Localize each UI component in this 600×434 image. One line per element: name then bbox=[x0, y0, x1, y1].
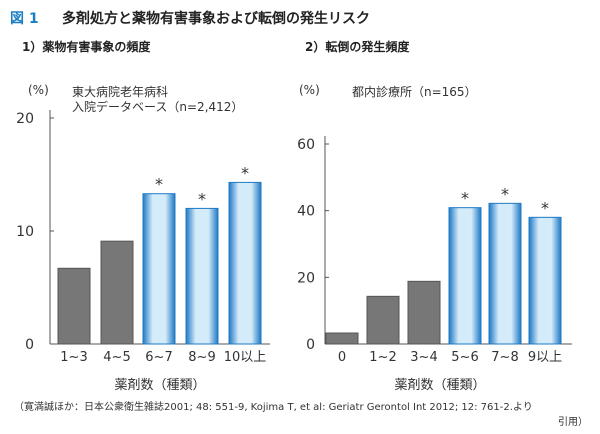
x-tick-label: 6~7 bbox=[145, 350, 172, 365]
x-tick-label: 4~5 bbox=[103, 350, 130, 365]
x-tick-label: 5~6 bbox=[451, 350, 478, 365]
y-unit-label: (%) bbox=[299, 83, 320, 97]
x-tick-label: 3~4 bbox=[410, 350, 437, 365]
y-tick-label: 0 bbox=[306, 337, 315, 353]
source-line-2: 引用） bbox=[558, 417, 588, 428]
source-citation: （寛満誠ほか：日本公衆衛生雑誌2001; 48: 551-9, Kojima T… bbox=[14, 400, 588, 430]
x-axis-label: 薬剤数（種類） bbox=[114, 377, 205, 393]
chart-annotation: 東大病院老年病科 bbox=[72, 84, 168, 99]
x-tick-label: 10以上 bbox=[224, 350, 267, 365]
bar bbox=[366, 295, 400, 345]
bar bbox=[528, 216, 562, 345]
bar bbox=[448, 207, 482, 345]
bar bbox=[100, 240, 134, 345]
significance-marker: * bbox=[541, 198, 549, 217]
y-tick-label: 20 bbox=[297, 270, 315, 286]
figure-label: 図 1 bbox=[10, 11, 39, 27]
x-tick-label: 1~2 bbox=[369, 350, 396, 365]
significance-marker: * bbox=[501, 184, 509, 203]
y-tick-label: 20 bbox=[16, 111, 34, 127]
significance-marker: * bbox=[155, 175, 163, 194]
bar bbox=[57, 267, 91, 345]
y-unit-label: (%) bbox=[28, 83, 49, 97]
chart-annotation: 都内診療所（n=165） bbox=[352, 84, 477, 99]
x-tick-label: 1~3 bbox=[60, 350, 87, 365]
chart2-subtitle: 2）転倒の発生頻度 bbox=[305, 40, 410, 54]
bar bbox=[488, 202, 522, 345]
bar bbox=[185, 207, 219, 345]
chart1-subtitle: 1）薬物有害事象の頻度 bbox=[22, 40, 151, 54]
y-tick-label: 60 bbox=[297, 137, 315, 153]
chart-annotation: 入院データベース（n=2,412） bbox=[72, 99, 243, 114]
y-tick-label: 40 bbox=[297, 204, 315, 220]
bar bbox=[228, 181, 262, 345]
x-axis-label: 薬剤数（種類） bbox=[394, 377, 485, 393]
significance-marker: * bbox=[241, 163, 249, 182]
bar bbox=[142, 193, 176, 345]
x-tick-label: 0 bbox=[338, 350, 346, 365]
x-tick-label: 7~8 bbox=[491, 350, 518, 365]
bar bbox=[325, 332, 359, 345]
x-tick-label: 8~9 bbox=[188, 350, 215, 365]
figure-title: 多剤処方と薬物有害事象および転倒の発生リスク bbox=[62, 11, 370, 27]
source-line-1: （寛満誠ほか：日本公衆衛生雑誌2001; 48: 551-9, Kojima T… bbox=[14, 402, 533, 413]
significance-marker: * bbox=[198, 189, 206, 208]
x-tick-label: 9以上 bbox=[528, 350, 562, 365]
bar bbox=[407, 280, 441, 345]
significance-marker: * bbox=[461, 189, 469, 208]
y-tick-label: 10 bbox=[16, 224, 34, 240]
y-tick-label: 0 bbox=[25, 337, 34, 353]
